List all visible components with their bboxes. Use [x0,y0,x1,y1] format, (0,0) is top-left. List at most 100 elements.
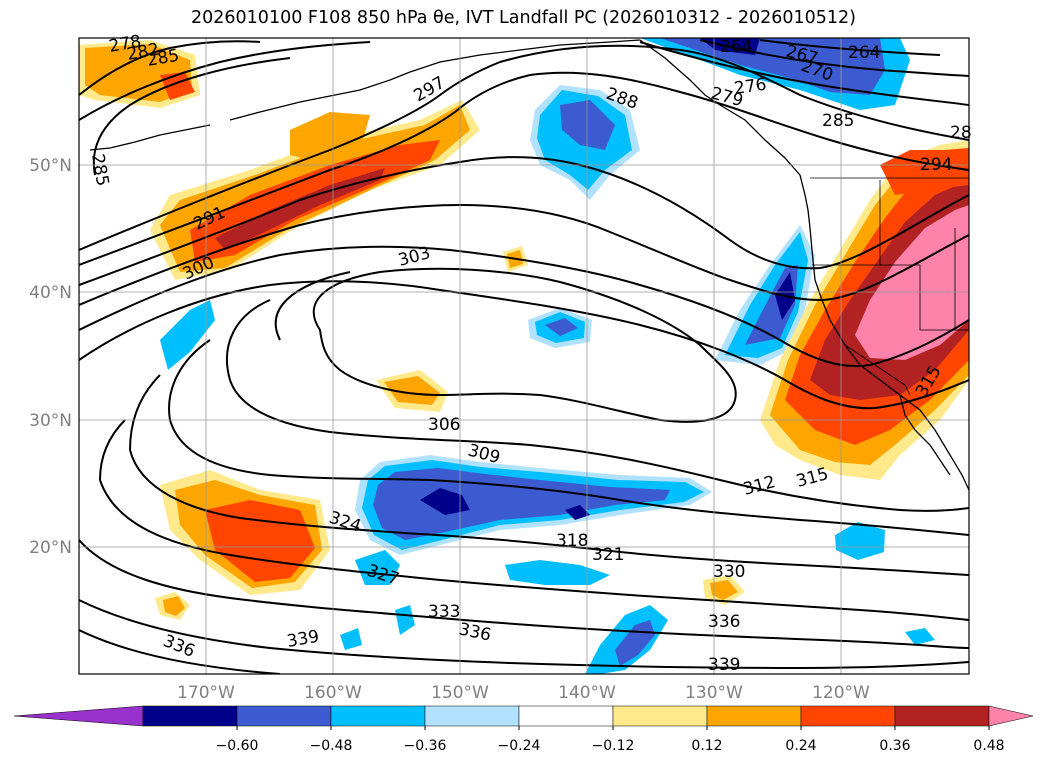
coastline-west-us [809,227,969,491]
contour-label: 294 [920,155,952,175]
coastline-canada [639,39,811,229]
colorbar-tick-label: −0.24 [498,738,541,754]
shade-patch [545,318,578,336]
contour-line [79,156,969,286]
shade-patch [880,148,969,195]
state-borders [810,177,969,396]
lon-label: 140°W [558,683,616,703]
shade-patch [855,205,969,360]
border-line [812,264,969,331]
contour-label: 333 [428,602,460,622]
lat-label: 40°N [29,283,72,303]
lat-label: 20°N [29,538,72,558]
contour-line [274,271,351,341]
contour-label: 318 [556,531,588,551]
contour-label: 28 [950,123,972,143]
shade-patch [340,628,362,650]
coastline-baja [899,394,951,476]
contour-line [312,267,737,423]
graticule [79,38,969,674]
colorbar-tick-label: −0.12 [592,738,635,754]
map-panel: 278 282 285 285 264 267 270 264 276 279 … [78,32,972,675]
contour-label: 339 [708,655,740,675]
contour-label: 330 [713,562,745,582]
colorbar-ticks: −0.60 −0.48 −0.36 −0.24 −0.12 0.12 0.24 0.36 0.4… [216,726,1005,754]
chart-title: 2026010100 F108 850 hPa θe, IVT Landfall… [191,8,856,28]
shade-patch [560,100,615,150]
contour-line [79,280,969,410]
contour-label: 321 [592,545,624,565]
contour-line [699,39,969,77]
colorbar-extend-right [988,705,1034,727]
contour-line [639,41,969,106]
contour-line [759,39,941,56]
contour-line [79,71,969,266]
colorbar-tick-label: −0.36 [404,738,447,754]
border-line [844,344,911,396]
colorbar-box [894,705,990,727]
lat-label: 30°N [29,411,72,431]
lat-label: 50°N [29,156,72,176]
colorbar-box [612,705,708,727]
theta-e-contours [79,39,969,674]
contour-line [79,40,261,96]
contour-line [79,599,969,670]
lon-label: 120°W [812,683,870,703]
colorbar-box [518,705,614,727]
shade-patch [205,500,315,582]
contour-line [79,203,969,306]
lon-label: 150°W [431,683,489,703]
shade-patch [420,488,470,515]
coastline [89,39,969,491]
latitude-labels: 50°N 40°N 30°N 20°N [29,156,72,558]
shade-patch [565,505,590,520]
contour-label: 264 [848,43,880,63]
colorbar-tick-label: 0.36 [879,738,910,754]
shade-patch [290,112,370,162]
longitude-labels: 170°W 160°W 150°W 140°W 130°W 120°W [177,683,870,703]
coastline-aleutians [89,124,211,151]
lon-label: 130°W [685,683,743,703]
colorbar-tick-label: −0.60 [216,738,259,754]
shade-patch [710,580,738,600]
colorbar-box [706,705,802,727]
colorbar-tick-label: 0.12 [691,738,722,754]
contour-label: 306 [428,415,460,435]
shade-patch [835,522,885,560]
contour-line [92,57,291,176]
contour-label: 336 [708,612,740,632]
coastline-alaska [229,39,641,121]
colorbar-tick-label: 0.48 [973,738,1004,754]
map-frame [78,37,970,675]
contour-line [168,339,969,536]
contour-label: 264 [720,37,752,57]
contour-line [79,41,371,121]
shade-patch [215,168,385,250]
colorbar: −0.60 −0.48 −0.36 −0.24 −0.12 0.12 0.24 0.36 0.4… [13,705,1034,754]
colorbar-tick-label: 0.24 [785,738,816,754]
shade-patch [384,376,440,405]
colorbar-extend-left [13,705,144,727]
shade-patch [395,605,415,635]
shade-patch [905,628,935,645]
contour-line [99,419,969,621]
contour-label: 276 [733,75,768,99]
colorbar-box [330,705,426,727]
shade-patch [160,300,215,370]
lon-label: 160°W [304,683,362,703]
contour-line [79,44,969,251]
colorbar-box [142,705,238,727]
contour-line [79,629,281,674]
colorbar-box [236,705,332,727]
contour-line [79,539,969,649]
colorbar-boxes [142,705,990,727]
shade-patch [725,232,808,358]
shade-patch [163,596,185,616]
colorbar-box [424,705,520,727]
contour-line [225,299,969,512]
shade-patch [505,560,610,585]
colorbar-box [800,705,896,727]
contour-line [79,245,969,368]
colorbar-tick-label: −0.48 [310,738,353,754]
